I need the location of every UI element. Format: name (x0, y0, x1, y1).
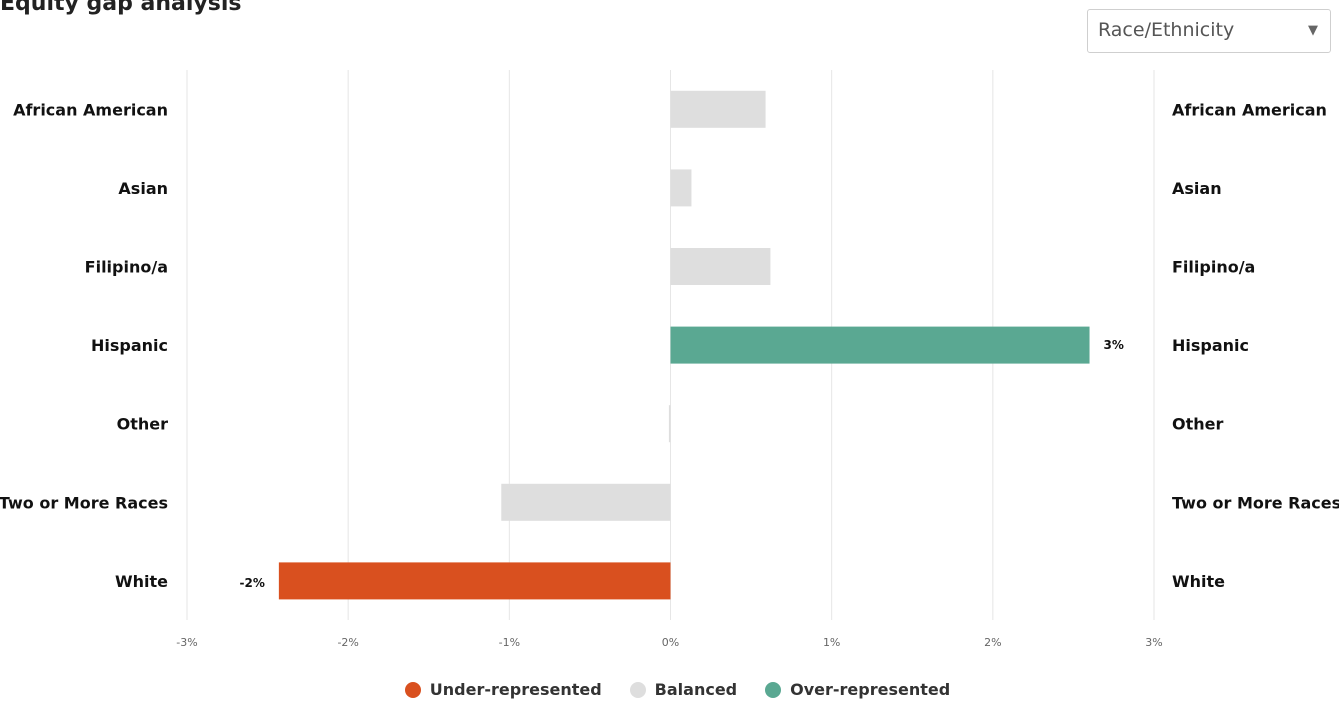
legend-swatch-over (765, 681, 782, 698)
data-label: 3% (1104, 338, 1124, 352)
caret-down-icon: ▼ (1308, 23, 1318, 38)
category-label-right: Other (1172, 415, 1223, 434)
bar (668, 405, 671, 443)
category-label-right: Asian (1172, 179, 1222, 198)
category-label-right: African American (1172, 100, 1327, 119)
x-tick-label: 2% (984, 636, 1001, 649)
category-label-left: Filipino/a (85, 258, 168, 277)
category-label-right: Two or More Races (1172, 493, 1339, 512)
equity-gap-chart: -3% -2% -1% 0% 1% 2% 3% African American African… (0, 70, 1339, 649)
legend-item-under[interactable]: Under-represented (404, 680, 602, 699)
category-label-right: Filipino/a (1172, 258, 1255, 277)
legend-item-balanced[interactable]: Balanced (629, 680, 738, 699)
category-label-left: White (115, 572, 168, 591)
legend-label-over: Over-represented (790, 680, 951, 699)
legend-swatch-balanced (629, 681, 646, 698)
category-label-left: Hispanic (91, 336, 168, 355)
x-tick-label: -3% (176, 636, 197, 649)
bar (670, 248, 771, 285)
legend-label-under: Under-represented (429, 680, 602, 699)
group-select[interactable]: Race/Ethnicity ▼ (1087, 9, 1331, 53)
bar (670, 169, 692, 207)
category-label-left: Asian (118, 179, 168, 198)
data-label: -2% (240, 576, 265, 590)
legend-label-balanced: Balanced (654, 680, 738, 699)
bar (278, 562, 671, 600)
legend-swatch-under (404, 681, 421, 698)
category-label-right: Hispanic (1172, 336, 1249, 355)
x-tick-label: 0% (662, 636, 679, 649)
bar (501, 483, 671, 521)
x-tick-label: -1% (499, 636, 520, 649)
x-tick-label: -2% (337, 636, 358, 649)
x-tick-label: 1% (823, 636, 840, 649)
category-label-left: Other (117, 415, 168, 434)
category-label-left: African American (13, 100, 168, 119)
x-tick-label: 3% (1145, 636, 1162, 649)
category-label-left: Two or More Races (0, 493, 168, 512)
bar (670, 326, 1090, 364)
group-select-value: Race/Ethnicity (1098, 19, 1235, 41)
chart-legend: Under-represented Balanced Over-represen… (8, 680, 1339, 699)
category-label-right: White (1172, 572, 1225, 591)
bar (670, 90, 766, 128)
page-title: Equity gap analysis (0, 0, 242, 16)
legend-item-over[interactable]: Over-represented (765, 680, 950, 699)
